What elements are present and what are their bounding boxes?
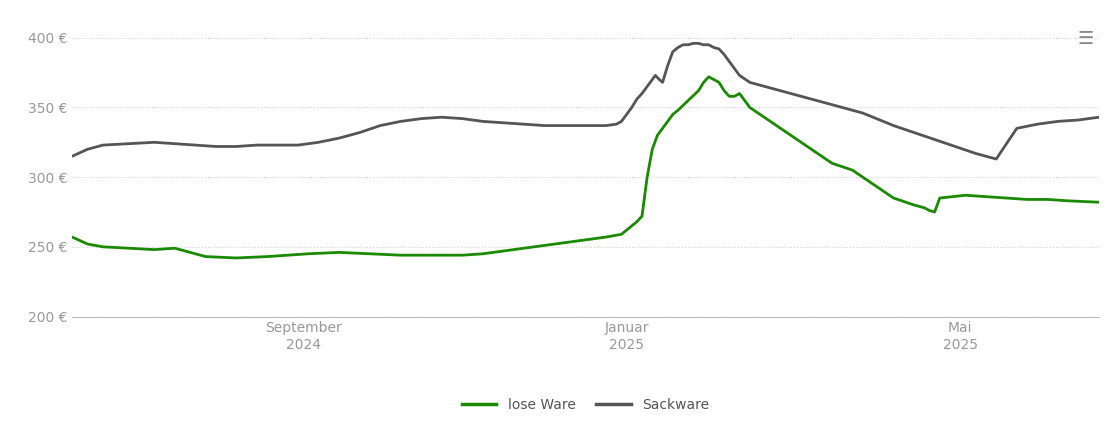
Text: ☰: ☰ (1077, 30, 1093, 48)
Legend: lose Ware, Sackware: lose Ware, Sackware (456, 392, 715, 417)
